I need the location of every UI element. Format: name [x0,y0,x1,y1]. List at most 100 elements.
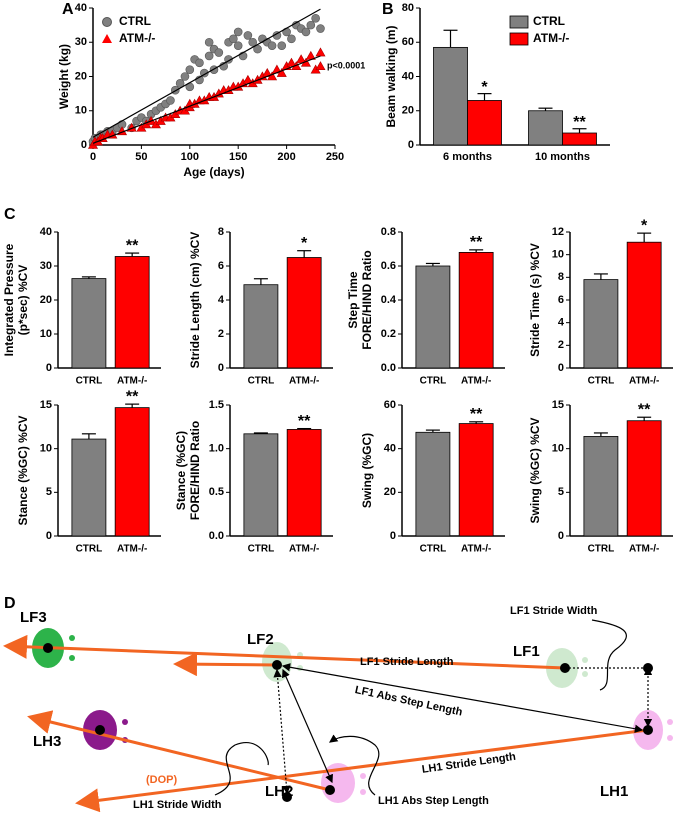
y-tick-label: 0.8 [381,226,396,238]
point [286,57,297,67]
x-tick-label: 150 [229,151,247,163]
bar [583,279,619,369]
point [180,72,190,81]
y-tick-label: 5 [46,486,52,498]
y-axis-label: Integrated Pressure [2,243,16,356]
measure-label: LH1 Stride Length [421,751,517,776]
y-tick-label: 0.0 [381,362,396,374]
x-tick-label: CTRL [76,544,103,555]
measure-label: LF1 Stride Width [510,605,598,617]
panel-label: C [4,206,16,223]
bar [528,110,563,146]
measure-label: LF1 Stride Length [360,656,454,668]
y-tick-label: 80 [402,2,414,14]
y-tick-label: 1.5 [209,399,224,411]
y-tick-label: 2 [218,328,224,340]
significance: ** [573,114,586,131]
legend-label: ATM-/- [533,31,569,45]
arrows [3,619,653,813]
point [214,48,224,57]
legend-marker [509,15,529,29]
y-tick-label: 4 [218,294,225,306]
x-tick-label: 100 [181,151,199,163]
y-axis-label: Swing (%GC) [360,433,374,508]
legend-marker [102,17,112,27]
paw-label: LH1 [600,783,628,800]
y-tick-label: 0.0 [209,530,224,542]
point [248,37,258,47]
y-tick-label: 12 [552,226,564,238]
x-tick-label: CTRL [420,544,447,555]
y-tick-label: 60 [402,36,414,48]
paw-label: LH2 [265,783,293,800]
y-axis-label: Swing (%GC) %CV [528,417,542,523]
direction-label: (DOP) [146,774,178,786]
x-tick-label: ATM-/- [117,376,147,387]
y-tick-label: 1.0 [209,443,224,455]
point [306,20,316,30]
point [204,51,214,61]
bar [114,256,150,369]
x-tick-label: ATM-/- [461,544,491,555]
y-tick-label: 40 [402,70,414,82]
y-tick-label: 0.5 [209,486,224,498]
point [276,67,287,77]
significance: ** [298,413,311,430]
x-tick-label: CTRL [76,376,103,387]
bar [286,429,322,537]
y-tick-label: 10 [40,328,52,340]
significance: * [481,79,488,96]
point [277,41,287,50]
x-tick-label: 200 [277,151,295,163]
y-tick-label: 0 [408,139,414,151]
panel-label: D [4,595,16,612]
y-tick-label: 10 [40,443,52,455]
y-tick-label: 6 [558,294,564,306]
point [166,96,175,105]
y-tick-label: 5 [558,486,564,498]
x-tick-label: CTRL [248,376,275,387]
y-tick-label: 0 [218,362,224,374]
x-tick-label: CTRL [588,544,615,555]
y-tick-label: 30 [75,36,87,48]
bar [626,420,662,537]
y-tick-label: 40 [75,2,87,14]
panel-label: B [382,1,394,18]
point [243,31,253,40]
x-tick-label: CTRL [248,544,275,555]
point [301,27,311,37]
y-tick-label: 0 [81,139,87,151]
y-tick-label: 10 [552,443,564,455]
y-axis-label: Step Time [346,271,360,328]
bar [458,423,494,537]
bar [626,241,662,369]
significance: ** [126,237,139,254]
paw-label: LF3 [20,609,47,626]
x-tick-label: CTRL [420,376,447,387]
point [287,34,296,44]
significance: ** [638,401,651,418]
point [311,13,320,23]
y-tick-label: 8 [558,271,564,283]
y-tick-label: 60 [384,399,396,411]
legend-label: CTRL [533,14,565,28]
bar [114,407,150,537]
measure-label: LF1 Abs Step Length [354,684,464,719]
paw-label: LF2 [247,631,274,648]
point [204,37,214,47]
bar [415,431,451,537]
legend-label: CTRL [119,14,151,28]
x-tick-label: ATM-/- [461,376,491,387]
y-axis-label: (p*sec) %CV [16,265,30,336]
point [267,41,277,50]
annotation: p<0.0001 [327,61,365,71]
paw-prints [32,628,673,803]
gait-diagram: D LF3 LF2 LF1 LH3 LH2 LH1 (DOP) LF1 Stri… [3,595,673,813]
bar [286,257,322,369]
y-tick-label: 15 [40,399,52,411]
y-tick-label: 20 [75,70,87,82]
x-tick-label: 50 [135,151,147,163]
point [233,41,243,50]
bar [71,438,107,537]
y-tick-label: 4 [558,317,565,329]
